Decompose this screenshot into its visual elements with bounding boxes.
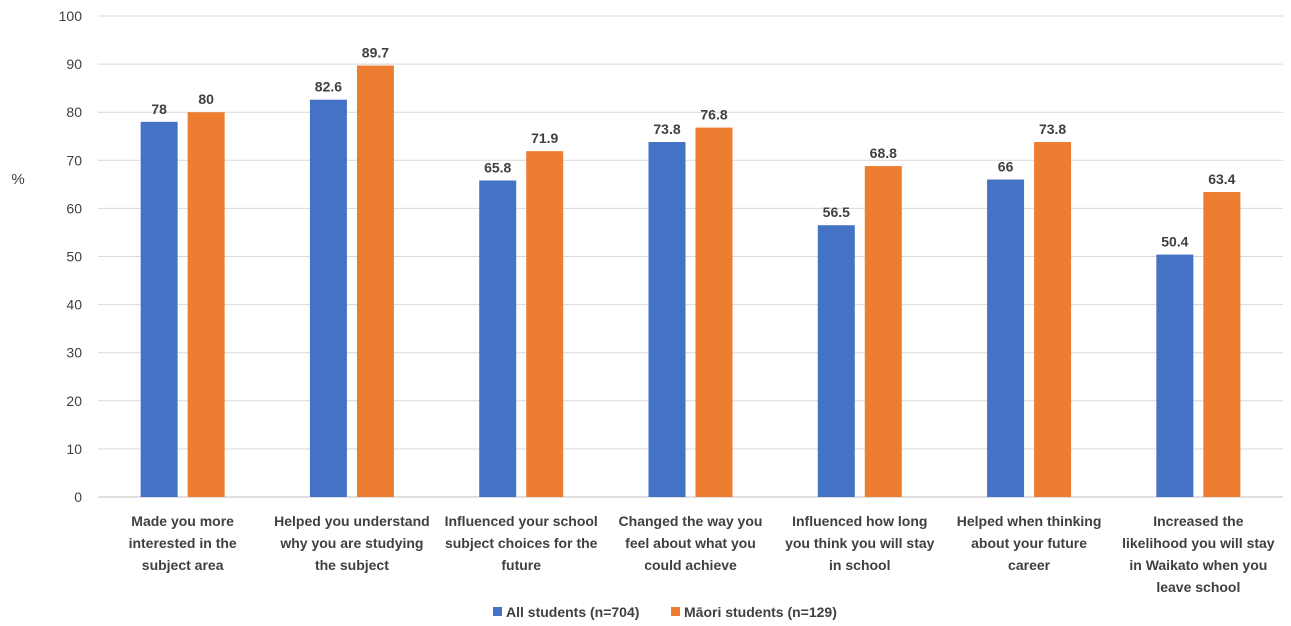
y-tick-label: 70	[66, 152, 82, 168]
y-tick-label: 90	[66, 56, 82, 72]
data-label: 50.4	[1161, 234, 1188, 250]
bar-all-students	[817, 225, 855, 498]
bar-maori-students	[1034, 142, 1072, 497]
category-label: Increased the likelihood you will stay in …	[1122, 513, 1275, 595]
category-label: Influenced how long you think you will st…	[785, 513, 935, 573]
data-label: 73.8	[653, 121, 680, 137]
data-label: 56.5	[823, 204, 850, 220]
bar-all-students	[987, 179, 1025, 498]
category-label: Made you more interested in the subject ar…	[129, 513, 237, 573]
bar-maori-students	[695, 127, 733, 497]
data-label: 66	[998, 159, 1014, 175]
bar-all-students	[309, 99, 347, 497]
data-label: 63.4	[1208, 171, 1235, 187]
data-labels: 78 80 82.6 89.7 65.8 71.9 73.8 76.8 56.5 68.8 66 73…	[151, 45, 1235, 250]
bar-all-students	[140, 121, 178, 497]
y-tick-label: 80	[66, 104, 82, 120]
data-label: 80	[198, 91, 214, 107]
y-tick-label: 100	[59, 8, 83, 24]
bar-maori-students	[526, 151, 564, 497]
y-tick-label: 0	[74, 489, 82, 505]
data-label: 78	[151, 101, 167, 117]
y-tick-label: 30	[66, 345, 82, 361]
category-label: Influenced your school subject choices fo…	[445, 513, 598, 573]
bars	[140, 65, 1241, 498]
legend-label: Māori students (n=129)	[684, 604, 837, 620]
y-tick-label: 50	[66, 249, 82, 265]
bar-maori-students	[1203, 192, 1241, 497]
bar-all-students	[648, 142, 686, 497]
legend: All students (n=704) Māori students (n=12…	[493, 604, 837, 620]
data-label: 68.8	[870, 145, 897, 161]
category-label: Changed the way you feel about what you co…	[619, 513, 763, 573]
y-axis-tick-labels: 0 10 20 30 40 50 60 70 80 90 100	[59, 8, 83, 505]
bar-maori-students	[356, 65, 394, 497]
data-label: 73.8	[1039, 121, 1066, 137]
bar-all-students	[479, 180, 517, 497]
y-tick-label: 60	[66, 200, 82, 216]
legend-swatch	[671, 607, 680, 616]
legend-swatch	[493, 607, 502, 616]
data-label: 65.8	[484, 160, 511, 176]
bar-maori-students	[864, 166, 902, 497]
data-label: 76.8	[700, 107, 727, 123]
legend-label: All students (n=704)	[506, 604, 639, 620]
y-tick-label: 20	[66, 393, 82, 409]
data-label: 71.9	[531, 130, 558, 146]
y-tick-label: 10	[66, 441, 82, 457]
y-axis-label: %	[11, 171, 24, 188]
category-label: Helped when thinking about your future car…	[957, 513, 1102, 573]
gridlines	[98, 15, 1283, 498]
data-label: 89.7	[362, 45, 389, 61]
category-label: Helped you understand why you are studyin…	[274, 513, 430, 573]
data-label: 82.6	[315, 79, 342, 95]
category-labels: Made you more interested in the subject ar…	[129, 513, 1275, 595]
y-tick-label: 40	[66, 297, 82, 313]
bar-maori-students	[187, 112, 225, 497]
bar-all-students	[1156, 254, 1194, 497]
